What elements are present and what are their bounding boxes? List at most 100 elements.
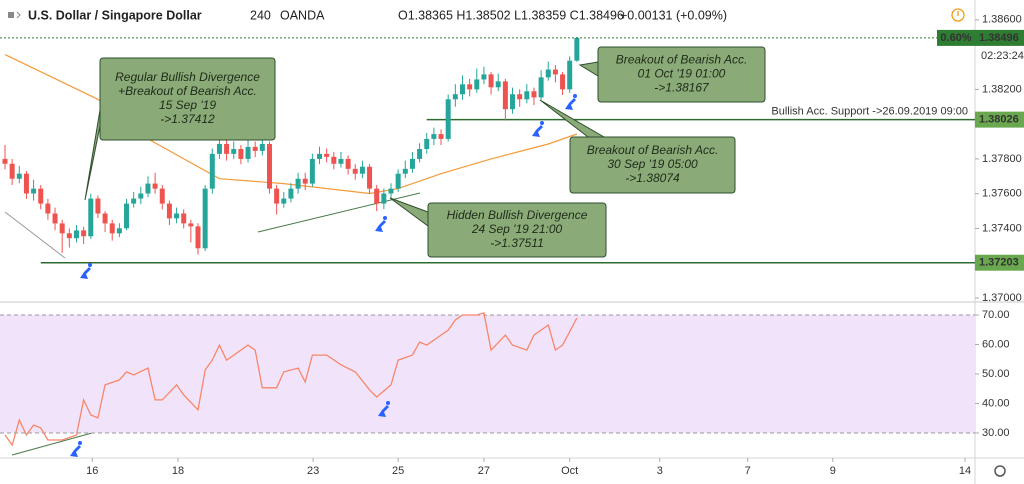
- candle-body: [281, 198, 287, 204]
- candle-body: [166, 203, 172, 219]
- candle-body: [345, 158, 351, 169]
- candle-body: [266, 143, 272, 189]
- level-tag: 1.38026: [979, 114, 1019, 126]
- callout-box: [569, 136, 736, 194]
- candle-body: [388, 188, 394, 194]
- level-text: Bullish Acc. Support ->26.09.2019 09:00: [771, 106, 968, 118]
- candle-body: [452, 94, 458, 100]
- signal-icon: [532, 125, 543, 137]
- candle-body: [352, 168, 358, 174]
- candle-body: [45, 203, 51, 214]
- alert-icon[interactable]: [951, 8, 965, 22]
- signal-icon-head: [383, 216, 387, 220]
- candle-body: [216, 143, 222, 154]
- menu-icon[interactable]: [8, 12, 14, 18]
- signal-icon: [565, 98, 576, 110]
- candle-body: [560, 74, 566, 90]
- candle-body: [431, 134, 437, 139]
- level-tag-bg: [975, 254, 1024, 271]
- candle-body: [52, 213, 58, 224]
- candle-body: [417, 149, 423, 159]
- candle-body: [552, 69, 558, 75]
- candle-body: [38, 188, 44, 204]
- callout-text: 30 Sep '19 05:00: [607, 157, 698, 171]
- candle-body: [31, 188, 37, 194]
- current-price-tag-bg: [975, 29, 1024, 46]
- candle-body: [545, 69, 551, 78]
- candle-body: [317, 153, 323, 159]
- candle-body: [510, 94, 516, 110]
- y-tick-label: 70.00: [982, 309, 1010, 321]
- candle-body: [374, 188, 380, 204]
- candle-body: [188, 223, 194, 227]
- y-tick-label: 1.37800: [982, 153, 1022, 165]
- candle-body: [81, 230, 87, 237]
- callout-text: ->1.37511: [490, 236, 544, 250]
- x-tick-label: 18: [172, 465, 184, 477]
- signal-icon: [80, 267, 91, 279]
- y-tick-label: 1.37000: [982, 292, 1022, 304]
- x-tick-label: 7: [745, 465, 751, 477]
- candle-body: [567, 60, 573, 90]
- candle-body: [288, 188, 294, 199]
- settings-icon[interactable]: [994, 465, 1006, 477]
- candle-body: [16, 173, 22, 179]
- signal-icon: [375, 220, 386, 232]
- candle-body: [517, 94, 523, 100]
- candle-body: [73, 230, 79, 239]
- rsi-line: [4, 312, 578, 447]
- candle-body: [145, 183, 151, 194]
- x-tick-label: 3: [657, 465, 663, 477]
- y-tick-label: 50.00: [982, 368, 1010, 380]
- exchange: OANDA: [280, 8, 325, 22]
- candle-body: [467, 84, 473, 90]
- callout-box: [99, 57, 276, 141]
- candle-body: [309, 158, 315, 184]
- candle-body: [231, 149, 237, 154]
- signal-icon-head: [573, 94, 577, 98]
- countdown: 02:23:24: [981, 50, 1024, 62]
- candle-body: [359, 166, 365, 174]
- candle-body: [381, 193, 387, 204]
- signal-icon: [378, 405, 389, 417]
- callout-text: Regular Bullish Divergence: [115, 70, 260, 84]
- candle-body: [159, 188, 165, 204]
- candle-body: [474, 79, 480, 90]
- candle-body: [224, 143, 230, 154]
- y-tick-label: 1.38600: [982, 14, 1022, 26]
- candle-body: [181, 213, 187, 224]
- candle-body: [88, 198, 94, 237]
- callout-text: Hidden Bullish Divergence: [447, 208, 588, 222]
- candle-body: [66, 233, 72, 239]
- y-tick-label: 1.38200: [982, 83, 1022, 95]
- signal-icon-head: [88, 263, 92, 267]
- x-tick-label: 27: [478, 465, 490, 477]
- candle-body: [23, 173, 29, 194]
- candle-body: [488, 74, 494, 88]
- candle-body: [367, 166, 373, 189]
- candle-body: [409, 158, 415, 169]
- change-tag: 0.60%: [940, 32, 971, 44]
- callout-text: ->1.38167: [654, 81, 710, 95]
- candle-body: [331, 156, 337, 164]
- signal-icon-head: [386, 401, 390, 405]
- interval: 240: [250, 8, 271, 22]
- y-tick-label: 40.00: [982, 397, 1010, 409]
- candle-body: [124, 203, 130, 229]
- candle-body: [138, 193, 144, 199]
- callout-text: Breakout of Bearish Acc.: [616, 53, 748, 67]
- candle-body: [459, 84, 465, 95]
- candle-body: [109, 223, 115, 234]
- candle-body: [481, 74, 487, 80]
- collapse-icon[interactable]: [16, 11, 21, 19]
- candle-body: [395, 173, 401, 189]
- candle-body: [245, 146, 251, 159]
- callout-text: 15 Sep '19: [159, 98, 216, 112]
- candle-body: [174, 213, 180, 219]
- candle-body: [531, 91, 537, 98]
- candle-body: [438, 134, 444, 139]
- candle-body: [502, 81, 508, 110]
- signal-icon-head: [540, 121, 544, 125]
- candle-body: [2, 158, 8, 164]
